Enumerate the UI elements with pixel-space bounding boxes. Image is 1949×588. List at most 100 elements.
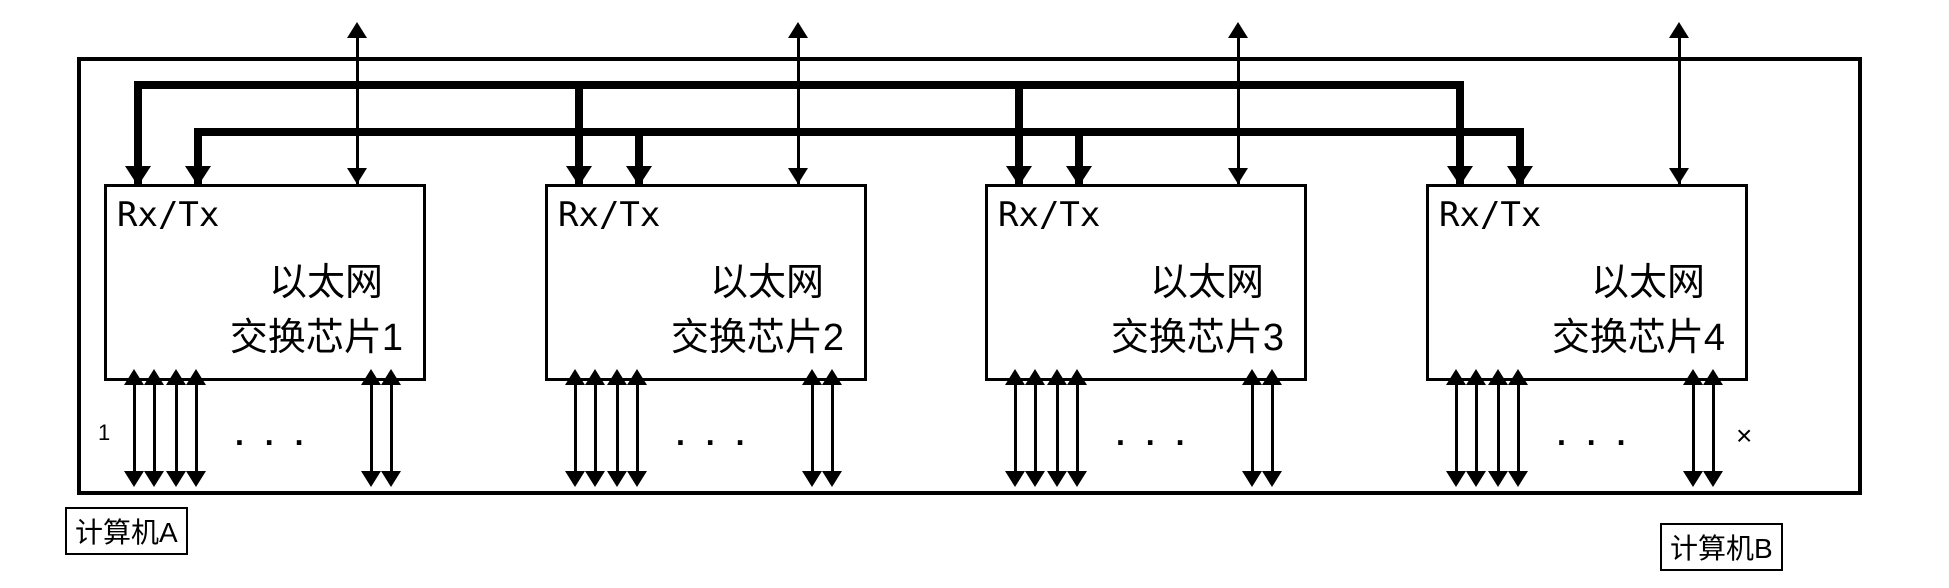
port-up-3-1-0 (1488, 369, 1508, 385)
port-ellipsis-2: . . . (1116, 416, 1190, 453)
port-down-0-2-1 (381, 471, 401, 487)
port-line-1-0-0 (574, 381, 577, 475)
port-up-3-0-0 (1446, 369, 1466, 385)
port-line-1-1-0 (616, 381, 619, 475)
top-link-down-4 (1669, 168, 1689, 184)
rxtx-label: Rx/Tx (558, 195, 660, 235)
port-line-2-0-0 (1014, 381, 1017, 475)
port-line-0-1-1 (195, 381, 198, 475)
rxtx-label: Rx/Tx (998, 195, 1100, 235)
port-line-1-2-1 (831, 381, 834, 475)
port-down-3-2-1 (1703, 471, 1723, 487)
port-up-2-2-0 (1242, 369, 1262, 385)
chip-line2: 交换芯片1 (230, 312, 403, 365)
port-ellipsis-0: . . . (235, 416, 309, 453)
port-up-2-2-1 (1262, 369, 1282, 385)
port-down-3-1-1 (1508, 471, 1528, 487)
ethernet-switch-chip-2: Rx/Tx 以太网交换芯片2 (545, 184, 867, 381)
port-line-3-1-1 (1517, 381, 1520, 475)
chip-line2: 交换芯片3 (1111, 312, 1284, 365)
port-down-2-0-0 (1005, 471, 1025, 487)
port-down-1-2-0 (802, 471, 822, 487)
top-link-3 (1237, 26, 1240, 184)
port-line-0-2-1 (390, 381, 393, 475)
port-up-2-1-0 (1047, 369, 1067, 385)
ethernet-switch-chip-3: Rx/Tx 以太网交换芯片3 (985, 184, 1307, 381)
port-down-0-2-0 (361, 471, 381, 487)
port-up-1-0-1 (585, 369, 605, 385)
port-down-3-2-0 (1683, 471, 1703, 487)
port-down-1-0-1 (585, 471, 605, 487)
port-down-3-0-1 (1466, 471, 1486, 487)
top-link-up-1 (347, 22, 367, 38)
port-down-1-2-1 (822, 471, 842, 487)
port-up-0-2-1 (381, 369, 401, 385)
port-up-0-0-0 (124, 369, 144, 385)
port-down-0-1-0 (166, 471, 186, 487)
rxtx-label: Rx/Tx (117, 195, 219, 235)
port-line-2-2-1 (1271, 381, 1274, 475)
port-up-0-1-1 (186, 369, 206, 385)
port-up-1-2-0 (802, 369, 822, 385)
port-up-1-1-1 (627, 369, 647, 385)
top-link-down-3 (1228, 168, 1248, 184)
port-down-2-1-0 (1047, 471, 1067, 487)
port-up-3-2-1 (1703, 369, 1723, 385)
top-link-down-2 (788, 168, 808, 184)
port-line-3-1-0 (1497, 381, 1500, 475)
port-up-0-1-0 (166, 369, 186, 385)
top-link-2 (797, 26, 800, 184)
port-down-2-1-1 (1067, 471, 1087, 487)
port-up-1-0-0 (565, 369, 585, 385)
port-down-0-1-1 (186, 471, 206, 487)
bus-drop-outer-arrow-2 (566, 166, 592, 186)
port-line-0-0-1 (153, 381, 156, 475)
bus-drop-outer-arrow-3 (1006, 166, 1032, 186)
port-line-2-0-1 (1034, 381, 1037, 475)
port-line-2-1-1 (1076, 381, 1079, 475)
port-up-1-2-1 (822, 369, 842, 385)
port-line-2-1-0 (1056, 381, 1059, 475)
port-up-3-1-1 (1508, 369, 1528, 385)
top-link-1 (356, 26, 359, 184)
bus-drop-outer-arrow-4 (1447, 166, 1473, 186)
port-ellipsis-3: . . . (1557, 416, 1631, 453)
top-link-up-4 (1669, 22, 1689, 38)
port-label-1: 1 (98, 420, 110, 446)
port-up-1-1-0 (607, 369, 627, 385)
port-up-2-0-1 (1025, 369, 1045, 385)
port-up-0-2-0 (361, 369, 381, 385)
top-link-down-1 (347, 168, 367, 184)
port-line-3-0-0 (1455, 381, 1458, 475)
chip-line1: 以太网 (710, 257, 824, 310)
port-up-2-1-1 (1067, 369, 1087, 385)
bus-drop-inner-arrow-4 (1507, 166, 1533, 186)
top-bus-inner (194, 128, 1524, 136)
chip-line1: 以太网 (1591, 257, 1705, 310)
port-line-3-0-1 (1475, 381, 1478, 475)
port-label-x: × (1736, 420, 1752, 452)
ethernet-switch-chip-4: Rx/Tx以太网交换芯片4 (1426, 184, 1748, 381)
port-line-3-2-0 (1692, 381, 1695, 475)
port-up-2-0-0 (1005, 369, 1025, 385)
port-down-0-0-1 (144, 471, 164, 487)
rxtx-label: Rx/Tx (1439, 195, 1541, 235)
chip-line2: 交换芯片2 (671, 312, 844, 365)
chip-line1: 以太网 (1150, 257, 1264, 310)
port-ellipsis-1: . . . (676, 416, 750, 453)
port-line-0-2-0 (370, 381, 373, 475)
port-down-2-2-1 (1262, 471, 1282, 487)
port-down-2-0-1 (1025, 471, 1045, 487)
port-up-3-2-0 (1683, 369, 1703, 385)
computer-a: 计算机A (65, 507, 188, 555)
port-up-0-0-1 (144, 369, 164, 385)
bus-drop-inner-arrow-2 (626, 166, 652, 186)
port-down-2-2-0 (1242, 471, 1262, 487)
port-down-0-0-0 (124, 471, 144, 487)
port-down-1-1-0 (607, 471, 627, 487)
port-down-1-1-1 (627, 471, 647, 487)
bus-drop-inner-arrow-3 (1066, 166, 1092, 186)
top-link-up-3 (1228, 22, 1248, 38)
port-line-0-0-0 (133, 381, 136, 475)
bus-drop-inner-arrow-1 (185, 166, 211, 186)
